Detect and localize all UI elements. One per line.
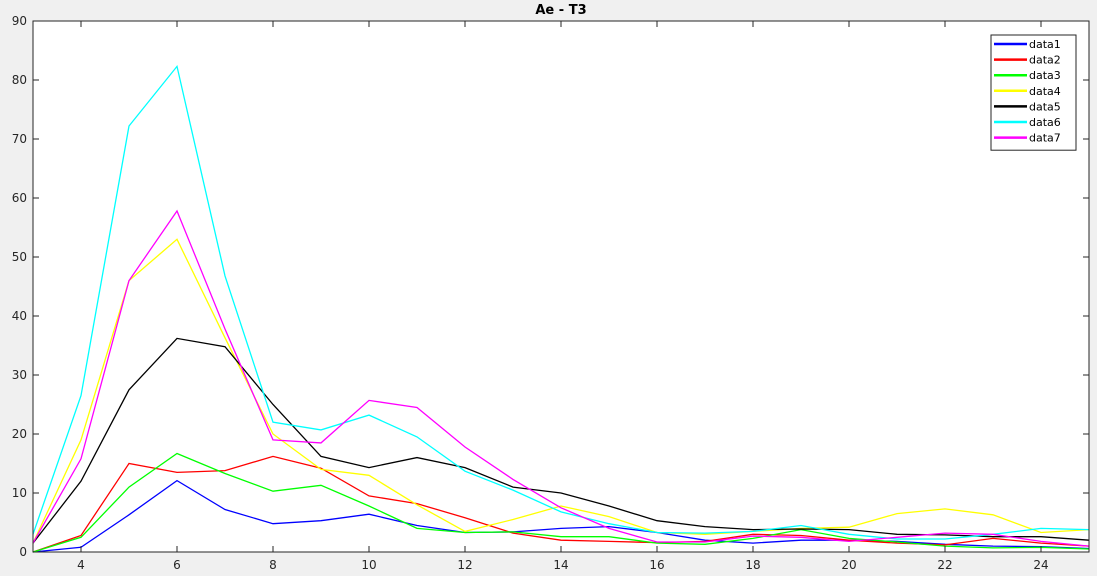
y-tick-label: 20 — [12, 427, 27, 441]
y-tick-label: 40 — [12, 309, 27, 323]
axes-background — [33, 21, 1089, 552]
legend-label-data4: data4 — [1029, 85, 1061, 98]
x-tick-label: 22 — [937, 558, 952, 572]
x-tick-label: 14 — [553, 558, 568, 572]
series-layer — [32, 64, 1090, 553]
chart-title: Ae - T3 — [535, 3, 586, 18]
series-line-data1 — [32, 479, 1090, 553]
y-tick-label: 0 — [19, 545, 27, 559]
legend-label-data5: data5 — [1029, 100, 1061, 113]
series-line-data3 — [32, 452, 1090, 553]
y-tick-label: 80 — [12, 73, 27, 87]
x-tick-label: 24 — [1033, 558, 1048, 572]
y-tick-label: 10 — [12, 486, 27, 500]
x-tick-label: 8 — [269, 558, 277, 572]
x-tick-label: 18 — [745, 558, 760, 572]
x-tick-label: 20 — [841, 558, 856, 572]
ticks-layer: 4 6 8 10 12 14 16 18 20 22 24 0 10 20 30 40 50 60 70 80 90 — [12, 14, 1089, 572]
legend-label-data6: data6 — [1029, 116, 1061, 129]
y-tick-label: 90 — [12, 14, 27, 28]
legend-label-data3: data3 — [1029, 69, 1061, 82]
x-tick-label: 4 — [77, 558, 85, 572]
series-line-data5 — [32, 337, 1090, 544]
series-line-data7 — [32, 209, 1090, 547]
x-tick-label: 16 — [649, 558, 664, 572]
series-line-data4 — [32, 238, 1090, 544]
y-tick-label: 50 — [12, 250, 27, 264]
x-tick-label: 6 — [173, 558, 181, 572]
y-tick-label: 70 — [12, 132, 27, 146]
legend-label-data2: data2 — [1029, 54, 1061, 67]
legend-box — [990, 34, 1077, 151]
legend-label-data1: data1 — [1029, 38, 1061, 51]
x-tick-label: 12 — [457, 558, 472, 572]
y-tick-label: 30 — [12, 368, 27, 382]
legend-label-data7: data7 — [1029, 132, 1061, 145]
y-tick-label: 60 — [12, 191, 27, 205]
legend: data1 data2 data3 data4 data5 data6 data7 — [990, 34, 1077, 151]
x-tick-label: 10 — [361, 558, 376, 572]
series-line-data6 — [32, 64, 1090, 540]
